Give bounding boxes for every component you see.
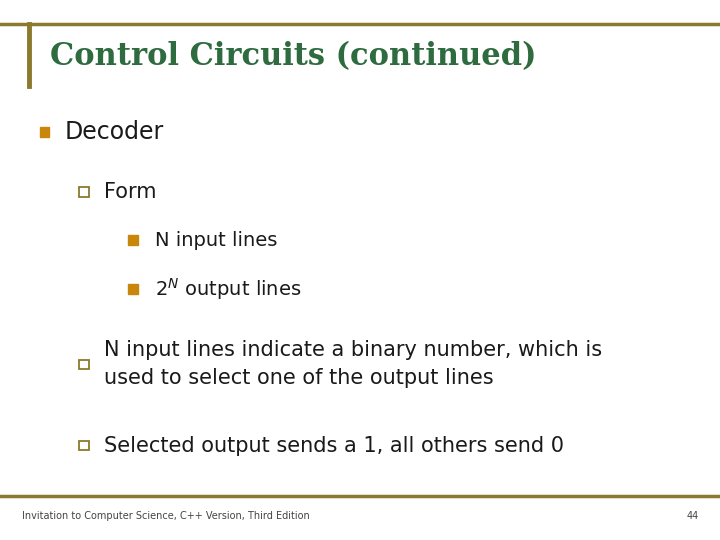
Text: N input lines indicate a binary number, which is
used to select one of the outpu: N input lines indicate a binary number, … (104, 341, 603, 388)
Bar (79, 360, 89, 369)
Bar (79, 441, 89, 450)
Bar (79, 187, 89, 197)
Text: Control Circuits (continued): Control Circuits (continued) (50, 41, 537, 72)
Bar (40, 127, 49, 137)
Text: Invitation to Computer Science, C++ Version, Third Edition: Invitation to Computer Science, C++ Vers… (22, 511, 310, 521)
Text: Form: Form (104, 181, 157, 202)
Bar (128, 284, 138, 294)
Text: N input lines: N input lines (155, 231, 277, 250)
Text: $2^{N}$ output lines: $2^{N}$ output lines (155, 276, 301, 302)
Text: Selected output sends a 1, all others send 0: Selected output sends a 1, all others se… (104, 435, 564, 456)
Text: 44: 44 (686, 511, 698, 521)
Bar (128, 235, 138, 245)
Text: Decoder: Decoder (65, 120, 164, 144)
